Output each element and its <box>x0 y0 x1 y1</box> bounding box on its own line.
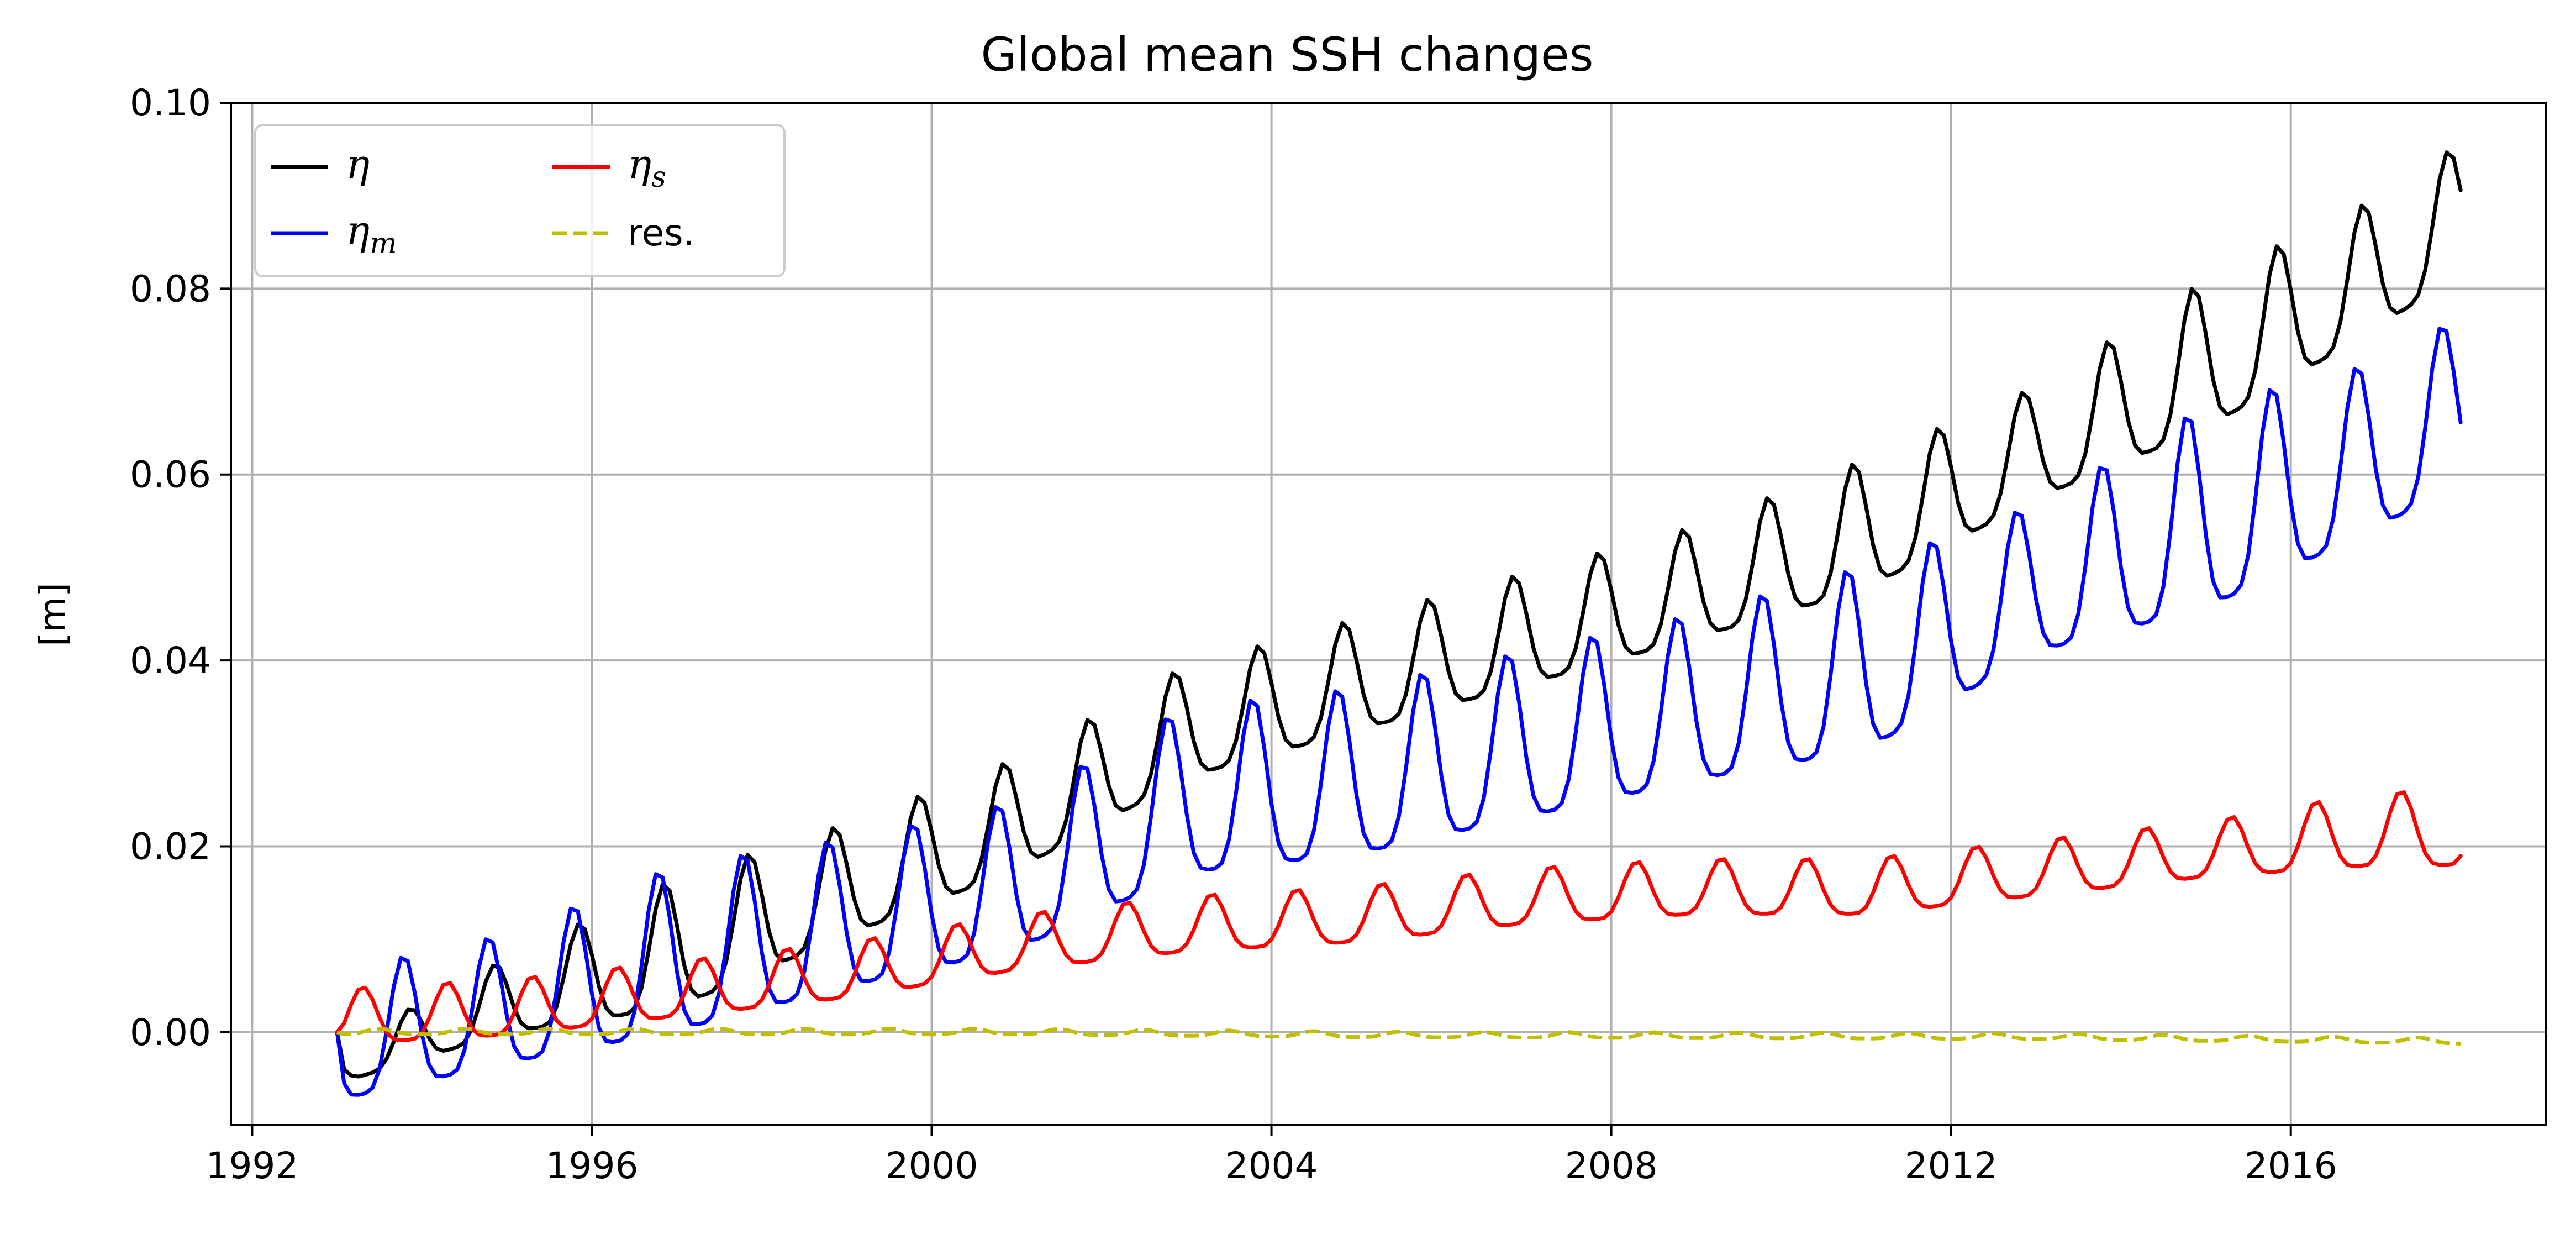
series-line-0 <box>335 150 2463 1079</box>
x-tick-label: 2004 <box>1225 1144 1318 1187</box>
legend-label: η <box>346 141 370 187</box>
x-tick-label: 2000 <box>886 1144 978 1187</box>
y-tick-label: 0.04 <box>130 639 211 682</box>
y-tick-label: 0.08 <box>130 267 211 310</box>
y-axis-label: [m] <box>31 582 74 647</box>
y-tick-label: 0.10 <box>130 82 211 124</box>
x-axis: 1992 1996 2000 2004 2008 2012 2016 <box>206 1125 2337 1187</box>
legend-label: ηs <box>628 141 666 194</box>
x-tick-label: 2016 <box>2245 1144 2337 1187</box>
y-axis: 0.00 0.02 0.04 0.06 0.08 0.10 <box>130 82 231 1054</box>
y-tick-label: 0.06 <box>130 454 211 496</box>
plot-frame <box>230 102 2547 1126</box>
legend-frame <box>254 124 786 277</box>
y-tick-label: 0.00 <box>130 1011 211 1054</box>
chart-title: Global mean SSH changes <box>981 28 1594 82</box>
legend-label: ηm <box>346 207 397 260</box>
series-line-2 <box>335 790 2463 1042</box>
legend-label: res. <box>628 212 695 254</box>
legend: η ηs ηm res. <box>254 124 786 277</box>
grid <box>231 102 2546 1125</box>
x-tick-label: 1992 <box>206 1144 298 1187</box>
series-layer <box>335 150 2463 1097</box>
series-line-1 <box>335 327 2463 1097</box>
y-tick-label: 0.02 <box>130 825 211 868</box>
x-tick-label: 2008 <box>1565 1144 1658 1187</box>
series-line-3 <box>336 1027 2461 1046</box>
x-tick-label: 1996 <box>546 1144 639 1187</box>
x-tick-label: 2012 <box>1905 1144 1998 1187</box>
